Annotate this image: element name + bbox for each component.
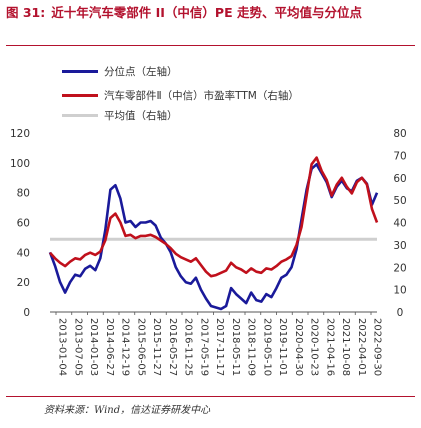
left-axis: 0 20 40 60 80 100 120 — [10, 128, 30, 319]
left-tick-label: 40 — [17, 247, 30, 259]
legend-swatch-average — [62, 113, 98, 117]
left-tick-label: 120 — [10, 128, 30, 140]
x-tick-label: 2018-05-11 — [230, 318, 241, 376]
x-tick-label: 2014-01-03 — [88, 318, 99, 376]
x-tick-label: 2022-09-30 — [372, 318, 383, 376]
series-layer — [48, 156, 379, 311]
x-tick-label: 2017-11-17 — [214, 318, 225, 376]
right-tick-label: 0 — [397, 307, 404, 319]
pe-ttm-line — [49, 156, 379, 278]
x-tick-label: 2020-10-23 — [309, 318, 320, 376]
figure-number: 图 31: — [6, 5, 46, 20]
figure-title-text: 近十年汽车零部件 II（中信）PE 走势、平均值与分位点 — [51, 5, 362, 20]
legend-item-pe: 汽车零部件Ⅱ（中信）市盈率TTM（右轴） — [62, 88, 299, 102]
x-tick-label: 2021-04-16 — [324, 318, 335, 376]
chart-title: 图 31: 近十年汽车零部件 II（中信）PE 走势、平均值与分位点 — [6, 4, 416, 21]
x-axis: 2013-01-04 2013-07-05 2014-01-03 2014-06-27… — [50, 311, 383, 376]
x-tick-label: 2013-01-04 — [57, 318, 68, 376]
x-tick-label: 2017-05-19 — [198, 318, 209, 376]
right-tick-label: 10 — [393, 285, 406, 297]
x-tick-label: 2021-10-08 — [340, 318, 351, 376]
right-tick-label: 30 — [393, 240, 406, 252]
right-tick-label: 70 — [393, 150, 406, 162]
right-tick-label: 80 — [393, 128, 406, 140]
legend-item-average: 平均值（右轴） — [62, 108, 178, 122]
right-tick-label: 20 — [393, 262, 406, 274]
left-tick-label: 0 — [23, 307, 30, 319]
right-tick-label: 60 — [393, 173, 406, 185]
legend-swatch-pe — [62, 93, 98, 97]
footer-divider — [6, 396, 415, 397]
legend-label-percentile: 分位点（左轴） — [104, 65, 178, 78]
x-tick-label: 2019-05-10 — [261, 318, 272, 376]
x-tick-label: 2014-06-27 — [104, 318, 115, 376]
x-tick-label: 2013-07-05 — [72, 318, 83, 376]
left-tick-label: 100 — [10, 158, 30, 170]
x-tick-label: 2015-11-27 — [151, 318, 162, 376]
left-tick-label: 80 — [17, 188, 30, 200]
left-tick-label: 20 — [17, 277, 30, 289]
legend-swatch-percentile — [62, 69, 98, 73]
x-tick-label: 2018-11-09 — [246, 318, 257, 376]
x-tick-label: 2019-11-01 — [277, 318, 288, 376]
right-tick-label: 40 — [393, 218, 406, 230]
right-axis: 0 10 20 30 40 50 60 70 80 — [393, 128, 406, 319]
left-tick-label: 60 — [17, 218, 30, 230]
x-tick-label: 2016-11-25 — [183, 318, 194, 376]
x-tick-label: 2022-04-01 — [356, 318, 367, 376]
legend-label-average: 平均值（右轴） — [104, 109, 178, 122]
title-divider — [6, 45, 415, 46]
x-tick-label: 2014-12-19 — [120, 318, 131, 376]
x-tick-label: 2016-05-27 — [167, 318, 178, 376]
legend-label-pe: 汽车零部件Ⅱ（中信）市盈率TTM（右轴） — [104, 89, 299, 102]
source-note: 资料来源：Wind，信达证券研发中心 — [44, 405, 211, 416]
x-tick-label: 2020-04-30 — [293, 318, 304, 376]
x-tick-label: 2015-06-05 — [135, 318, 146, 376]
legend-item-percentile: 分位点（左轴） — [62, 64, 178, 78]
right-tick-label: 50 — [393, 195, 406, 207]
